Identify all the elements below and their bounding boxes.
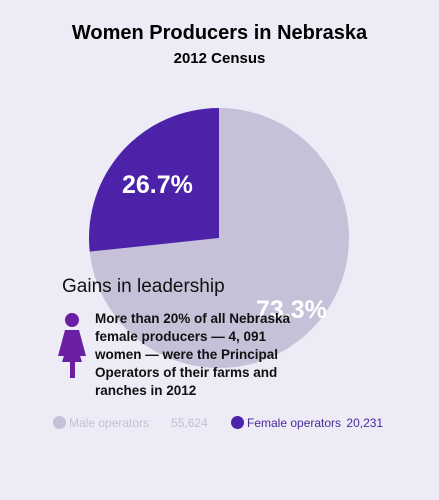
chart-title: Women Producers in Nebraska — [71, 22, 368, 44]
legend-value-female: 20,231 — [346, 416, 384, 430]
legend-value-male: 55,624 — [171, 416, 208, 430]
legend-label-male: Male operators — [69, 416, 150, 430]
data-label-male: 73.3% — [256, 296, 327, 324]
woman-icon — [58, 313, 86, 378]
legend-item-male: Male operators 55,624 — [53, 416, 208, 430]
legend-swatch-male — [53, 416, 66, 429]
pie-slice-male — [89, 108, 349, 368]
chart-subtitle: 2012 Census — [173, 50, 266, 67]
legend-swatch-female — [231, 416, 244, 429]
data-label-female: 26.7% — [122, 171, 193, 199]
gains-heading: Gains in leadership — [62, 276, 225, 297]
annotation-text: More than 20% of all Nebraska female pro… — [95, 311, 291, 398]
pie-slice-female — [89, 108, 220, 252]
legend-item-female: Female operators 20,231 — [231, 416, 383, 430]
legend-label-female: Female operators — [247, 416, 342, 430]
